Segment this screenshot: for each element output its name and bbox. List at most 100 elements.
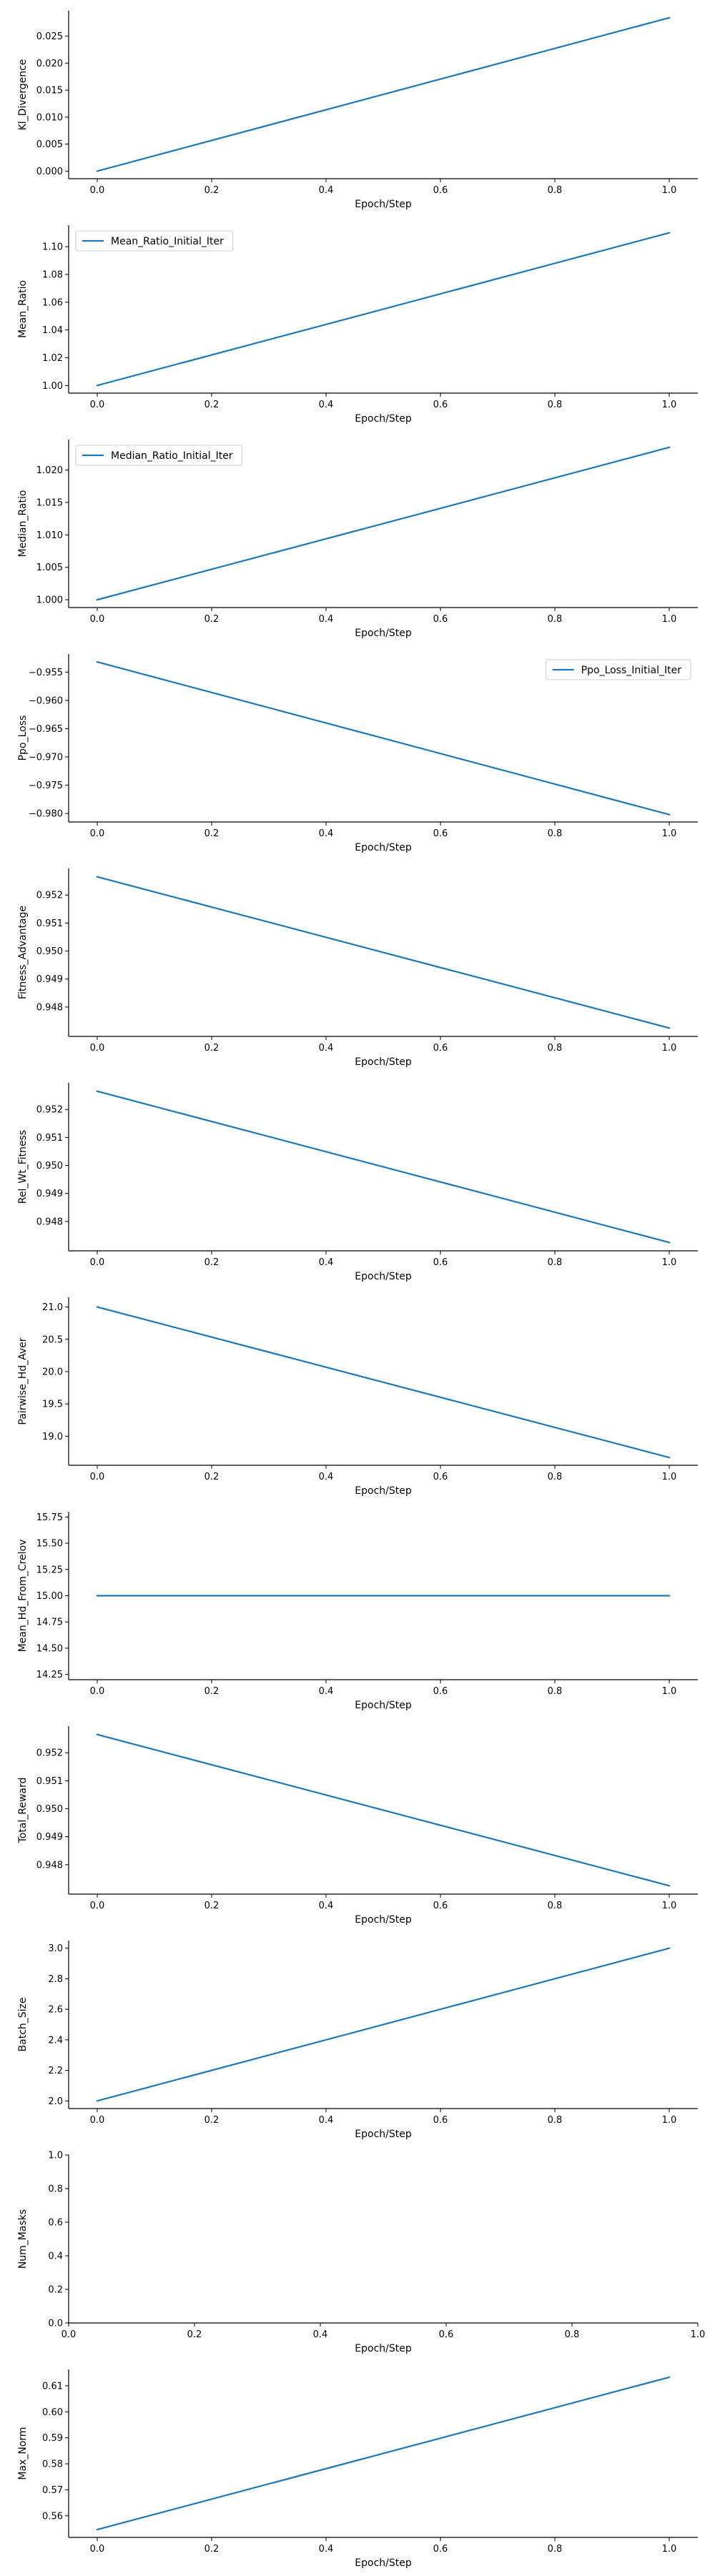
y-tick-label: 0.0 [48,2319,63,2329]
x-tick-label: 0.6 [433,1686,448,1697]
x-tick-label: 0.8 [548,828,563,839]
x-tick-label: 0.4 [319,1686,334,1697]
y-tick-label: 1.10 [42,242,63,253]
x-tick-label: 0.4 [319,828,334,839]
x-axis-title: Epoch/Step [355,628,412,639]
x-tick-label: 0.4 [313,2329,328,2340]
y-tick-label: −0.965 [29,724,63,735]
y-tick-label: 0.951 [36,1776,63,1787]
y-tick-label: 1.02 [42,353,63,364]
y-tick-label: 0.56 [42,2511,63,2522]
x-axis-title: Epoch/Step [355,413,412,425]
y-tick-label: 0.020 [36,59,63,69]
y-tick-label: 0.952 [36,1105,63,1116]
y-tick-label: 0.952 [36,1748,63,1759]
y-tick-label: 0.005 [36,139,63,150]
series-line-1 [96,446,671,601]
x-tick-label: 0.6 [433,2544,448,2555]
y-axis-title: Max_Norm [17,2427,29,2480]
x-axis-title: Epoch/Step [355,199,412,210]
y-tick-label: 14.50 [36,1643,63,1654]
x-tick-label: 0.2 [204,614,220,625]
y-tick-label: 0.950 [36,1161,63,1171]
x-tick-label: 1.0 [662,2115,677,2126]
x-tick-label: 0.6 [439,2329,454,2340]
chart-panel-9: 0.0 0.2 0.4 0.6 0.8 1.0 0.948 0.949 0.950 0.951 0.… [17,1726,698,1926]
y-tick-label: 2.4 [48,2035,63,2046]
y-tick-label: 1.010 [36,530,63,541]
y-tick-label: 15.00 [36,1591,63,1602]
y-axis-title: Median_Ratio [17,490,29,558]
x-tick-label: 0.4 [319,1472,334,1482]
y-tick-label: −0.960 [29,695,63,706]
x-tick-label: 1.0 [662,1686,677,1697]
x-tick-label: 0.2 [204,1686,220,1697]
y-tick-label: 15.75 [36,1512,63,1523]
x-tick-label: 0.8 [548,1257,563,1268]
series-line-1 [96,876,671,1029]
x-tick-label: 0.2 [204,828,220,839]
x-tick-label: 0.8 [548,185,563,196]
x-tick-label: 0.6 [433,1043,448,1054]
y-tick-label: 2.8 [48,1974,63,1985]
y-tick-label: −0.980 [29,809,63,820]
y-tick-label: 0.58 [42,2459,63,2470]
x-tick-label: 1.0 [662,400,677,410]
x-tick-label: 0.8 [548,2544,563,2555]
y-tick-label: 0.015 [36,86,63,96]
x-tick-label: 0.0 [90,828,105,839]
legend-label: Mean_Ratio_Initial_Iter [111,236,224,247]
x-tick-label: 0.4 [319,614,334,625]
y-axis-title: Ppo_Loss [17,715,29,761]
x-tick-label: 1.0 [662,614,677,625]
x-axis-title: Epoch/Step [355,1485,412,1497]
chart-panel-10: 0.0 0.2 0.4 0.6 0.8 1.0 2.0 2.2 2.4 2.6 2.8 3.0 Epoc… [17,1941,698,2140]
legend-label: Median_Ratio_Initial_Iter [111,450,233,462]
y-tick-label: 14.75 [36,1618,63,1628]
y-tick-label: 0.949 [36,1189,63,1199]
series-line-1 [96,1090,671,1244]
series-line-1 [96,1306,671,1459]
x-tick-label: 0.6 [433,1901,448,1911]
x-tick-label: 0.8 [548,400,563,410]
y-tick-label: 0.60 [42,2407,63,2418]
y-tick-label: 21.0 [42,1302,63,1313]
x-tick-label: 0.4 [319,1257,334,1268]
x-tick-label: 0.2 [204,1043,220,1054]
x-tick-label: 0.6 [433,828,448,839]
x-tick-label: 0.2 [204,1257,220,1268]
x-tick-label: 0.0 [90,1043,105,1054]
y-tick-label: 3.0 [48,1943,63,1954]
x-tick-label: 0.2 [204,1472,220,1482]
legend: Median_Ratio_Initial_Iter [75,445,243,466]
x-tick-label: 0.0 [90,2544,105,2555]
chart-panel-1: 0.0 0.2 0.4 0.6 0.8 1.0 0.000 0.005 0.010 0.015 0.… [17,11,698,210]
x-tick-label: 1.0 [662,1043,677,1054]
x-tick-label: 0.2 [204,400,220,410]
y-axis-title: Total_Reward [17,1778,29,1844]
x-tick-label: 0.2 [204,1901,220,1911]
series-line-1 [96,1947,671,2102]
x-tick-label: 0.8 [548,2115,563,2126]
y-tick-label: 0.57 [42,2485,63,2496]
chart-panel-12: 0.0 0.2 0.4 0.6 0.8 1.0 0.56 0.57 0.58 0.59 0.60 0.… [17,2369,698,2569]
y-tick-label: −0.970 [29,753,63,763]
y-tick-label: 0.2 [48,2285,63,2296]
chart-panel-8: 0.0 0.2 0.4 0.6 0.8 1.0 14.25 14.50 14.75 15.00 15… [17,1512,698,1711]
y-tick-label: 1.08 [42,269,63,280]
x-tick-label: 0.0 [90,1257,105,1268]
x-tick-label: 0.8 [548,614,563,625]
x-tick-label: 0.0 [90,1686,105,1697]
y-tick-label: 1.015 [36,498,63,509]
y-tick-label: 15.50 [36,1539,63,1550]
y-axis-title: Mean_Ratio [17,280,29,338]
series-line-1 [96,232,671,387]
series-line-1 [96,2376,671,2531]
legend: Ppo_Loss_Initial_Iter [546,659,691,680]
x-tick-label: 1.0 [662,1257,677,1268]
x-tick-label: 0.2 [204,2544,220,2555]
y-tick-label: 0.950 [36,946,63,957]
x-tick-label: 0.6 [433,614,448,625]
x-tick-label: 0.0 [90,1901,105,1911]
